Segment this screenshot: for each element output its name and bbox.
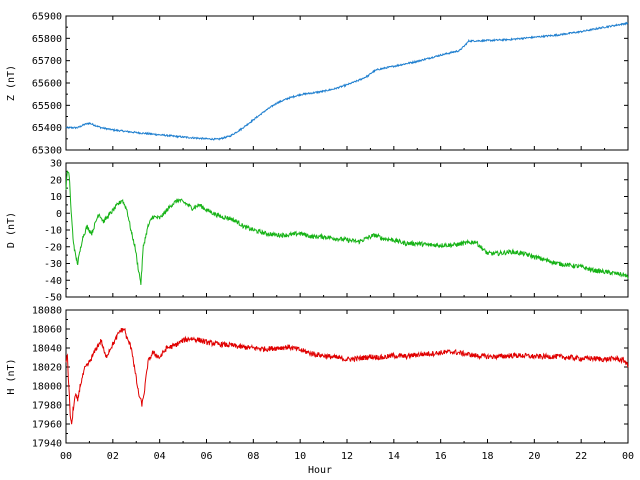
y-tick-label: 65300: [32, 146, 62, 157]
x-tick-label: 00: [622, 451, 634, 462]
x-tick-label: 00: [60, 451, 72, 462]
panel-frame: [65, 309, 629, 444]
y-tick-label: 10: [50, 192, 62, 203]
y-tick-label: 0: [56, 209, 62, 220]
panel-frame: [65, 15, 629, 151]
y-tick-label: -10: [44, 226, 62, 237]
x-tick-label: 12: [341, 451, 353, 462]
x-tick-label: 02: [107, 451, 119, 462]
panel-d: -50 -40 -30 -20 -10 0 10 20 30 D (nT): [6, 159, 629, 304]
series-line-h: [65, 327, 629, 425]
y-tick-label: 65900: [32, 12, 62, 23]
series-line-d: [65, 170, 629, 285]
y-tick-label: 17940: [32, 439, 62, 450]
y-tick-label: -40: [44, 276, 62, 287]
y-tick-label: 17960: [32, 420, 62, 431]
y-tick-label: 65500: [32, 101, 62, 112]
x-axis-title: Hour: [308, 465, 332, 476]
y-tick-label: 17980: [32, 401, 62, 412]
series-line-z: [65, 21, 629, 141]
x-tick-label: 10: [294, 451, 306, 462]
y-tick-label: 65400: [32, 123, 62, 134]
y-tick-label: 18040: [32, 344, 62, 355]
y-tick-label: 18080: [32, 306, 62, 317]
chart-panels: 65300 65400 65500 65600 65700 65800 65900 Z (nT…: [6, 12, 629, 450]
y-tick-label: 65800: [32, 34, 62, 45]
panel-frame: [65, 162, 629, 298]
y-tick-label: 65700: [32, 56, 62, 67]
y-axis-title: Z (nT): [6, 65, 17, 101]
panel-z: 65300 65400 65500 65600 65700 65800 65900 Z (nT…: [6, 12, 629, 157]
y-tick-label: -30: [44, 259, 62, 270]
x-tick-label: 20: [528, 451, 540, 462]
x-tick-label: 16: [435, 451, 447, 462]
y-tick-label: 18060: [32, 325, 62, 336]
y-tick-label: -50: [44, 293, 62, 304]
x-tick-label: 06: [200, 451, 212, 462]
y-axis-title: H (nT): [6, 358, 17, 394]
x-tick-label: 08: [247, 451, 259, 462]
x-axis: 00 02 04 06 08 10 12 14 16 18 20 22 00: [60, 451, 634, 462]
y-tick-label: 18020: [32, 363, 62, 374]
x-tick-label: 14: [388, 451, 400, 462]
y-tick-label: 18000: [32, 382, 62, 393]
y-tick-label: 20: [50, 175, 62, 186]
y-axis-title: D (nT): [6, 212, 17, 248]
y-tick-label: 30: [50, 159, 62, 170]
x-tick-label: 22: [575, 451, 587, 462]
y-tick-label: -20: [44, 242, 62, 253]
x-tick-label: 04: [154, 451, 166, 462]
panel-h: 17940 17960 17980 18000 18020 18040 18060 18080…: [6, 306, 629, 450]
x-tick-label: 18: [481, 451, 493, 462]
y-tick-label: 65600: [32, 79, 62, 90]
